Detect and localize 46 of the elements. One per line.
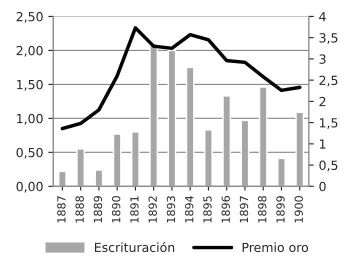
y2-tick-label: 4 xyxy=(319,12,326,22)
y2-tick-label: 0 xyxy=(319,182,326,192)
y2-tick-label: 2,5 xyxy=(319,76,338,86)
x-tick-label: 1900 xyxy=(294,196,303,222)
x-tick-label: 1889 xyxy=(94,196,102,222)
bar xyxy=(94,169,104,186)
y-tick-label: 2,00 xyxy=(16,46,43,57)
bar xyxy=(204,129,213,186)
y-tick-label: 2,50 xyxy=(16,12,43,23)
y2-tick-label: 1 xyxy=(320,139,326,149)
y2-tick-label: 2 xyxy=(319,96,326,106)
y2-tick-label: 3 xyxy=(320,54,326,64)
legend-label: Premio oro xyxy=(242,242,308,252)
line-series xyxy=(60,26,302,130)
legend-label: Escrituración xyxy=(94,242,174,252)
bar xyxy=(112,133,122,186)
x-tick-label: 1892 xyxy=(148,196,157,222)
bar xyxy=(258,86,268,186)
bar xyxy=(76,148,85,186)
y-tick-label: 0,00 xyxy=(16,182,43,193)
y2-tick-label: 1,5 xyxy=(320,118,338,129)
bar xyxy=(295,112,304,186)
bar xyxy=(277,158,286,186)
bar xyxy=(131,131,140,186)
y2-tick-label: 3,5 xyxy=(320,33,338,44)
x-tick-label: 1898 xyxy=(258,196,266,222)
bar xyxy=(186,66,195,186)
x-tick-label: 1891 xyxy=(130,196,139,222)
y2-tick-label: 0,5 xyxy=(319,160,338,172)
x-tick-label: 1896 xyxy=(222,196,230,222)
x-tick-label: 1894 xyxy=(185,196,194,222)
x-tick-label: 1888 xyxy=(75,196,84,222)
x-tick-label: 1890 xyxy=(112,196,120,222)
bar xyxy=(168,50,176,186)
x-tick-label: 1899 xyxy=(276,196,285,222)
y-tick-label: 0,50 xyxy=(16,148,43,159)
x-tick-label: 1895 xyxy=(203,196,212,222)
y-tick-label: 1,00 xyxy=(17,114,43,125)
bar xyxy=(222,95,232,186)
x-tick-label: 1887 xyxy=(57,196,66,222)
bar xyxy=(58,170,67,186)
y-tick-label: 1,50 xyxy=(17,80,43,91)
x-tick-label: 1893 xyxy=(166,196,176,222)
bar xyxy=(149,42,158,186)
bar xyxy=(240,120,250,186)
x-tick-label: 1897 xyxy=(240,196,248,222)
